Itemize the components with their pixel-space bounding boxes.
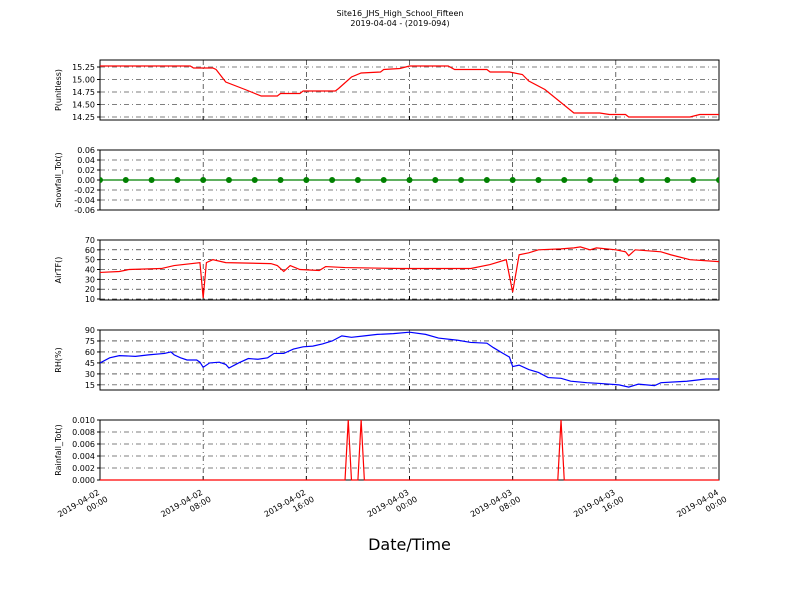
data-point	[122, 177, 129, 183]
y-tick-label: 14.75	[72, 88, 95, 97]
series	[100, 246, 719, 299]
chart-subtitle: 2019-04-04 - (2019-094)	[350, 19, 449, 28]
y-tick-label: 0.002	[72, 464, 95, 473]
y-tick-label: 0.004	[72, 452, 95, 461]
plot-frame	[99, 329, 720, 391]
y-tick-label: 45	[85, 359, 95, 368]
data-point	[100, 177, 103, 183]
data-line	[100, 331, 719, 388]
data-point	[406, 177, 413, 183]
y-tick-label: 0.04	[77, 156, 95, 165]
data-point	[174, 177, 181, 183]
y-tick-label: 15	[85, 381, 95, 390]
y-tick-label: -0.02	[74, 186, 95, 195]
series	[100, 331, 719, 388]
data-point	[664, 177, 671, 183]
data-point	[638, 177, 645, 183]
data-point	[225, 177, 232, 183]
y-tick-label: 60	[85, 246, 95, 255]
y-tick-label: 10	[85, 295, 95, 304]
data-point	[587, 177, 594, 183]
y-tick-label: 0.008	[72, 428, 95, 437]
y-axis-label: Snowfall_Tot()	[54, 152, 63, 208]
data-point	[148, 177, 155, 183]
data-point	[690, 177, 697, 183]
data-point	[200, 177, 207, 183]
series	[100, 65, 719, 118]
data-point	[509, 177, 516, 183]
y-tick-label: 15.00	[72, 76, 95, 85]
data-line	[100, 246, 719, 299]
y-tick-label: 0.06	[77, 146, 95, 155]
y-tick-label: 0.006	[72, 440, 95, 449]
data-point	[483, 177, 490, 183]
data-point	[251, 177, 258, 183]
y-axis-label: AirTF()	[54, 257, 63, 284]
data-point	[458, 177, 465, 183]
y-tick-label: 0.02	[77, 166, 95, 175]
y-tick-label: 60	[85, 348, 95, 357]
y-axis-label: RH(%)	[54, 347, 63, 372]
data-line	[100, 419, 719, 481]
data-point	[354, 177, 361, 183]
plot-frame	[99, 59, 720, 121]
y-tick-label: 0.000	[72, 476, 95, 485]
plot-frame	[99, 239, 720, 301]
data-point	[561, 177, 568, 183]
y-tick-label: 75	[85, 337, 95, 346]
data-point	[432, 177, 439, 183]
y-axis-label: P(unitless)	[54, 69, 63, 111]
y-axis-label: Rainfall_Tot()	[54, 424, 63, 476]
data-point	[612, 177, 619, 183]
y-tick-label: 0.00	[77, 176, 95, 185]
data-point	[716, 177, 719, 183]
series	[100, 177, 719, 183]
y-tick-label: 30	[85, 370, 95, 379]
y-tick-label: 14.50	[72, 101, 95, 110]
y-tick-label: -0.04	[74, 196, 95, 205]
data-point	[303, 177, 310, 183]
data-point	[329, 177, 336, 183]
y-tick-label: 40	[85, 266, 95, 275]
y-tick-label: 0.010	[72, 416, 95, 425]
y-tick-label: 50	[85, 256, 95, 265]
data-point	[277, 177, 284, 183]
y-tick-label: -0.06	[74, 206, 95, 215]
y-tick-label: 70	[85, 236, 95, 245]
y-tick-label: 20	[85, 285, 95, 294]
data-point	[535, 177, 542, 183]
data-point	[380, 177, 387, 183]
y-tick-label: 15.25	[72, 63, 95, 72]
x-axis-label: Date/Time	[368, 535, 451, 554]
data-line	[100, 65, 719, 118]
y-tick-label: 14.25	[72, 113, 95, 122]
chart-title: Site16_JHS_High_School_Fifteen	[337, 9, 464, 18]
y-tick-label: 30	[85, 275, 95, 284]
series	[100, 419, 719, 481]
y-tick-label: 90	[85, 326, 95, 335]
